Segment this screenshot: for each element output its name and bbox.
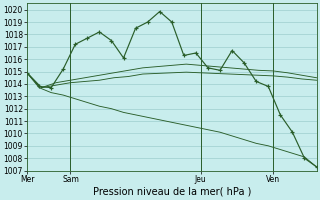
X-axis label: Pression niveau de la mer( hPa ): Pression niveau de la mer( hPa ) bbox=[92, 187, 251, 197]
